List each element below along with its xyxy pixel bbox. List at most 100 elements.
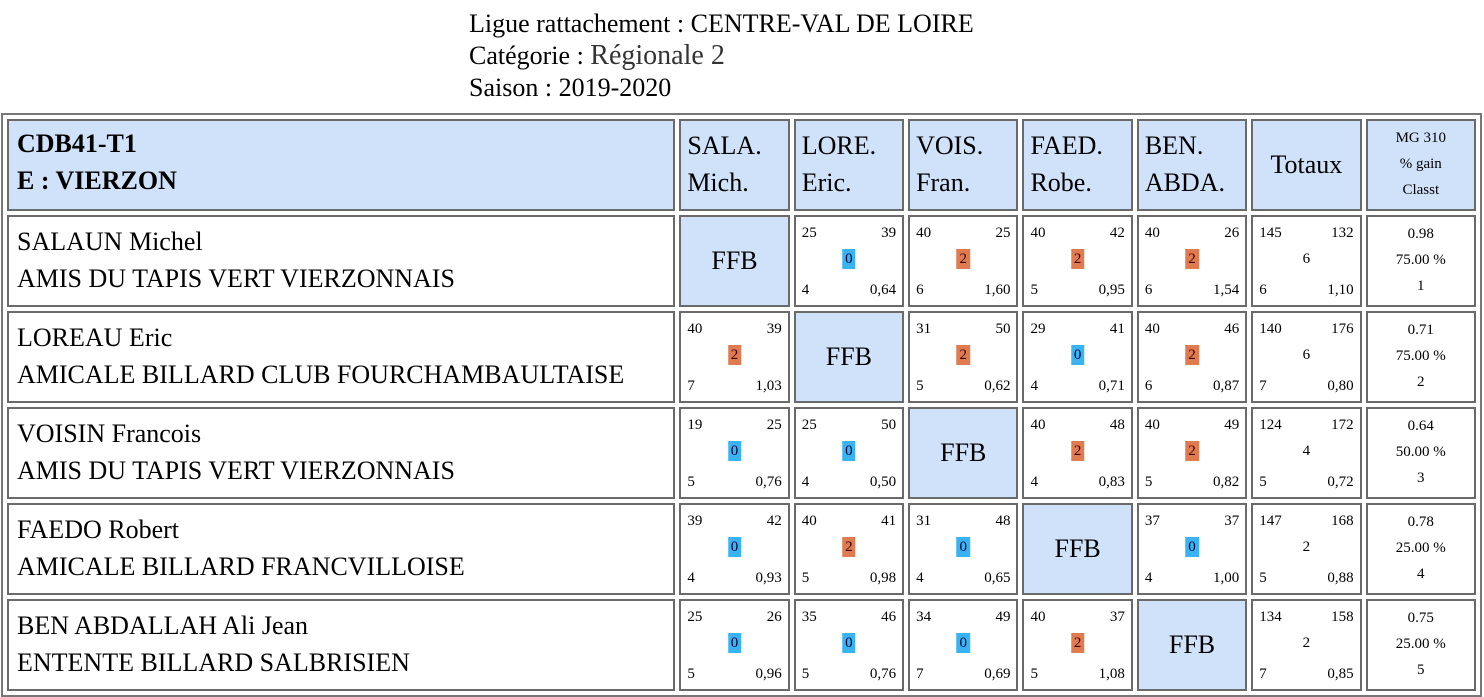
points-scored: 40 (1030, 225, 1046, 241)
gain-value: 75.00 % (1395, 348, 1446, 364)
player-cell[interactable]: LOREAU Eric AMICALE BILLARD CLUB FOURCHAM… (7, 311, 676, 403)
total-average: 1,10 (1327, 282, 1354, 298)
match-cell[interactable]: 40 37 2 5 1,08 (1022, 599, 1133, 691)
match-points-badge: 2 (727, 345, 742, 365)
innings: 26 (1224, 225, 1240, 241)
best-series: 5 (1030, 282, 1038, 298)
mg-value: 0.78 (1407, 514, 1434, 530)
best-series: 5 (801, 570, 810, 586)
innings: 26 (766, 609, 782, 625)
best-series: 4 (1030, 474, 1038, 490)
match-cell[interactable]: 40 42 2 5 0,95 (1022, 215, 1133, 307)
total-points: 140 (1259, 321, 1282, 337)
match-cell[interactable]: 31 50 2 5 0,62 (908, 311, 1019, 403)
innings: 48 (995, 513, 1011, 529)
match-cell[interactable]: 34 49 0 7 0,69 (908, 599, 1019, 691)
innings: 37 (1224, 513, 1240, 529)
column-header[interactable]: LORE. Eric. (793, 119, 905, 211)
totals-cell: 145 132 6 6 1,10 (1251, 215, 1362, 307)
match-points-badge: 2 (1185, 345, 1199, 365)
total-best-series: 5 (1259, 474, 1267, 490)
mg-header: MG 310 % gain Classt (1365, 119, 1476, 211)
total-innings: 168 (1331, 513, 1354, 529)
average: 1,08 (1098, 666, 1125, 682)
points-scored: 35 (801, 609, 817, 625)
innings: 46 (881, 609, 897, 625)
classt-value: 1 (1417, 278, 1425, 294)
player-cell[interactable]: VOISIN Francois AMIS DU TAPIS VERT VIERZO… (7, 407, 676, 499)
match-cell[interactable]: 25 39 0 4 0,64 (793, 215, 905, 307)
points-scored: 40 (916, 225, 932, 241)
best-series: 7 (687, 378, 695, 394)
match-cell[interactable]: 29 41 0 4 0,71 (1022, 311, 1133, 403)
match-cell[interactable]: 40 26 2 6 1,54 (1136, 215, 1248, 307)
best-series: 5 (801, 666, 810, 682)
gain-value: 25.00 % (1395, 540, 1446, 556)
total-best-series: 7 (1259, 378, 1267, 394)
match-cell[interactable]: 19 25 0 5 0,76 (679, 407, 790, 499)
average: 1,03 (755, 378, 782, 394)
average: 0,62 (984, 378, 1011, 394)
totals-cell: 140 176 6 7 0,80 (1251, 311, 1362, 403)
match-points-badge: 2 (1070, 249, 1085, 269)
match-cell[interactable]: 31 48 0 4 0,65 (908, 503, 1019, 595)
match-cell[interactable]: 40 48 2 4 0,83 (1022, 407, 1133, 499)
average: 0,83 (1098, 474, 1125, 490)
ffb-cell: FFB (1136, 599, 1248, 691)
classt-value: 3 (1417, 470, 1425, 486)
innings: 46 (1224, 321, 1240, 337)
match-points-badge: 2 (956, 345, 970, 365)
average: 0,95 (1098, 282, 1125, 298)
match-cell[interactable]: 40 39 2 7 1,03 (679, 311, 790, 403)
gain-value: 25.00 % (1395, 636, 1446, 652)
points-scored: 40 (1030, 609, 1046, 625)
average: 0,96 (755, 666, 782, 682)
gain-value: 50.00 % (1395, 444, 1446, 460)
column-header-line1: LORE. (801, 131, 877, 160)
gain-value: 75.00 % (1395, 252, 1446, 268)
column-header[interactable]: FAED. Robe. (1022, 119, 1133, 211)
match-cell[interactable]: 40 46 2 6 0,87 (1136, 311, 1248, 403)
points-scored: 25 (687, 609, 703, 625)
player-club: AMIS DU TAPIS VERT VIERZONNAIS (17, 456, 455, 485)
match-cell[interactable]: 40 25 2 6 1,60 (908, 215, 1019, 307)
column-header-line1: FAED. (1030, 131, 1103, 160)
player-cell[interactable]: SALAUN Michel AMIS DU TAPIS VERT VIERZONN… (7, 215, 676, 307)
average: 1,00 (1212, 570, 1240, 586)
match-cell[interactable]: 37 37 0 4 1,00 (1136, 503, 1248, 595)
column-header[interactable]: BEN. ABDA. (1136, 119, 1248, 211)
average: 0,65 (984, 570, 1011, 586)
team-name: E : VIERZON (17, 166, 177, 195)
innings: 39 (766, 321, 782, 337)
ffb-cell: FFB (908, 407, 1019, 499)
total-average: 0,72 (1327, 474, 1354, 490)
total-average: 0,80 (1327, 378, 1354, 394)
saison-value: 2019-2020 (558, 73, 672, 102)
column-header[interactable]: VOIS. Fran. (908, 119, 1019, 211)
match-cell[interactable]: 35 46 0 5 0,76 (793, 599, 905, 691)
match-cell[interactable]: 40 49 2 5 0,82 (1136, 407, 1248, 499)
player-cell[interactable]: BEN ABDALLAH Ali Jean ENTENTE BILLARD SAL… (7, 599, 676, 691)
average: 0,87 (1212, 378, 1240, 394)
average: 0,64 (869, 282, 897, 298)
innings: 41 (881, 513, 897, 529)
column-header-line1: VOIS. (916, 131, 984, 160)
column-header[interactable]: SALA. Mich. (679, 119, 790, 211)
total-points: 145 (1259, 225, 1282, 241)
total-points: 134 (1259, 609, 1282, 625)
match-cell[interactable]: 25 50 0 4 0,50 (793, 407, 905, 499)
player-name: BEN ABDALLAH Ali Jean (17, 611, 309, 640)
ffb-cell: FFB (679, 215, 790, 307)
match-cell[interactable]: 40 41 2 5 0,98 (793, 503, 905, 595)
total-match-points: 6 (1302, 251, 1311, 267)
categorie-line: Catégorie : Régionale 2 (469, 40, 725, 71)
total-match-points: 2 (1302, 635, 1311, 651)
innings: 37 (1109, 609, 1125, 625)
innings: 50 (995, 321, 1011, 337)
best-series: 7 (916, 666, 924, 682)
points-scored: 39 (687, 513, 703, 529)
player-name: SALAUN Michel (17, 227, 203, 256)
match-cell[interactable]: 39 42 0 4 0,93 (679, 503, 790, 595)
match-cell[interactable]: 25 26 0 5 0,96 (679, 599, 790, 691)
player-cell[interactable]: FAEDO Robert AMICALE BILLARD FRANCVILLOIS… (7, 503, 676, 595)
